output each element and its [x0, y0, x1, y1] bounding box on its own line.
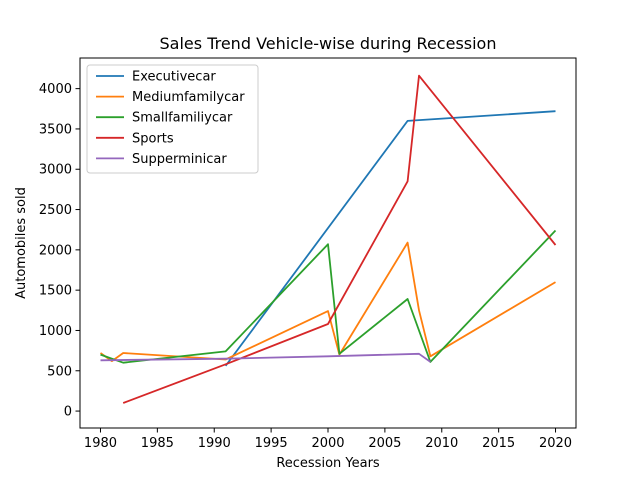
legend-label-sports: Sports [132, 131, 174, 146]
legend-label-supperminicar: Supperminicar [132, 152, 227, 167]
y-tick-label: 3500 [39, 122, 72, 137]
y-tick-label: 2000 [39, 243, 72, 258]
chart-title: Sales Trend Vehicle-wise during Recessio… [160, 34, 497, 53]
y-axis-ticks: 0 500 1000 1500 2000 2500 3000 3500 4000 [39, 82, 80, 420]
legend-items: Executivecar Mediumfamilycar Smallfamiliyc… [96, 70, 245, 167]
legend-label-smallfamiliycar: Smallfamiliycar [132, 111, 233, 126]
x-tick-label: 2015 [482, 436, 515, 451]
y-axis-label: Automobiles sold [14, 187, 29, 299]
x-tick-label: 1995 [255, 436, 288, 451]
series-line-executivecar [224, 110, 556, 367]
y-tick-label: 500 [47, 364, 72, 379]
x-tick-label: 2010 [425, 436, 458, 451]
legend-label-executivecar: Executivecar [132, 70, 216, 85]
y-tick-label: 1000 [39, 324, 72, 339]
x-tick-label: 1980 [84, 436, 117, 451]
legend: Executivecar Mediumfamilycar Smallfamiliyc… [86, 64, 259, 174]
x-tick-label: 2000 [311, 436, 344, 451]
y-tick-label: 1500 [39, 284, 72, 299]
series-line-sports [122, 74, 557, 404]
x-tick-label: 2020 [539, 436, 572, 451]
x-axis-ticks: 1980 1985 1990 1995 2000 2005 2010 2015 2020 [84, 428, 572, 451]
y-tick-label: 3000 [39, 163, 72, 178]
y-tick-label: 0 [64, 405, 72, 420]
series-line-supperminicar [100, 352, 431, 363]
x-axis-label: Recession Years [276, 456, 380, 471]
plot-lines [99, 74, 557, 404]
x-tick-label: 1985 [141, 436, 174, 451]
x-tick-label: 2005 [368, 436, 401, 451]
y-tick-label: 2500 [39, 203, 72, 218]
series-line-mediumfamilycar [99, 241, 556, 363]
x-tick-label: 1990 [198, 436, 231, 451]
series-line-smallfamiliycar [100, 229, 557, 364]
legend-box [86, 64, 259, 174]
legend-label-mediumfamilycar: Mediumfamilycar [132, 90, 245, 105]
y-tick-label: 4000 [39, 82, 72, 97]
